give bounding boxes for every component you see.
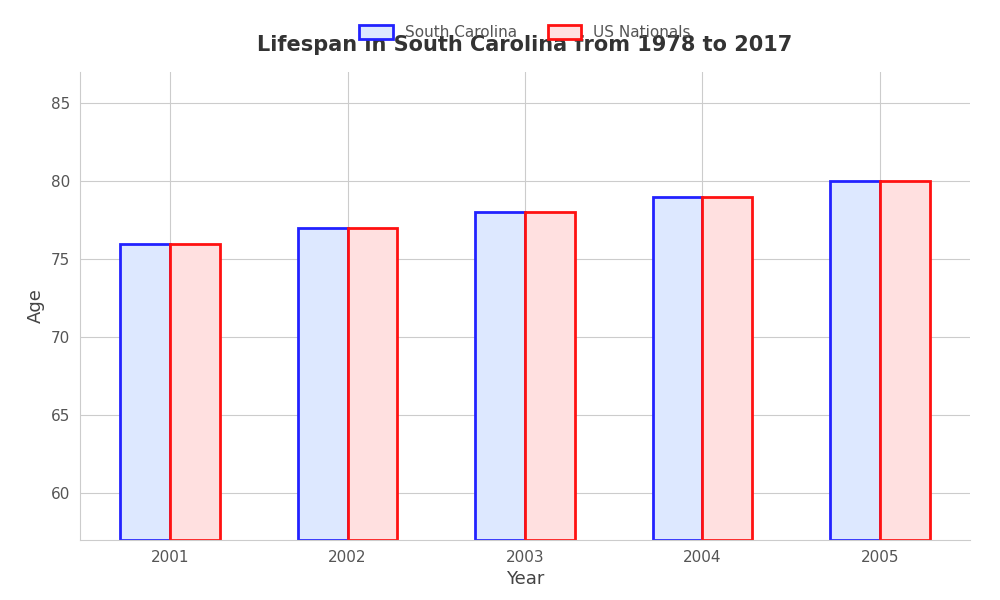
Bar	[653, 197, 702, 540]
Bar	[170, 244, 220, 540]
X-axis label: Year: Year	[506, 570, 544, 588]
Bar	[830, 181, 880, 540]
Bar	[120, 244, 170, 540]
Bar	[880, 181, 930, 540]
Bar	[298, 228, 348, 540]
Title: Lifespan in South Carolina from 1978 to 2017: Lifespan in South Carolina from 1978 to …	[257, 35, 793, 55]
Bar	[475, 212, 525, 540]
Bar	[525, 212, 575, 540]
Bar	[702, 197, 752, 540]
Bar	[348, 228, 397, 540]
Y-axis label: Age: Age	[27, 289, 45, 323]
Legend: South Carolina, US Nationals: South Carolina, US Nationals	[353, 19, 697, 46]
